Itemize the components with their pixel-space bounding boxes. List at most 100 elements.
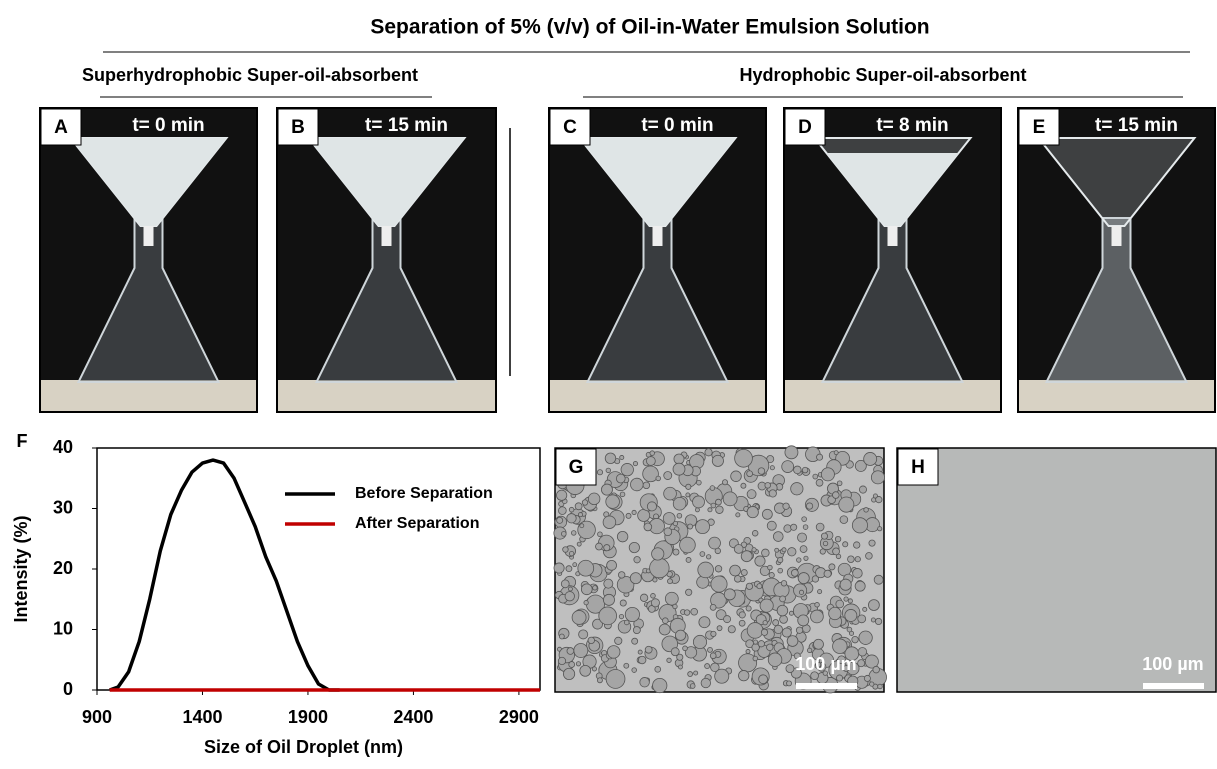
droplet <box>599 607 617 625</box>
droplet <box>569 551 573 555</box>
droplet <box>638 650 642 654</box>
droplet <box>567 514 576 523</box>
droplet <box>631 478 644 491</box>
droplet <box>863 607 867 611</box>
stem <box>888 226 898 246</box>
droplet <box>758 641 764 647</box>
droplet <box>686 557 691 562</box>
y-tick-label: 20 <box>53 558 73 578</box>
droplet <box>848 599 852 603</box>
droplet <box>643 482 650 489</box>
droplet <box>604 579 613 588</box>
droplet <box>567 648 574 655</box>
droplet <box>848 556 855 563</box>
droplet <box>821 468 834 481</box>
droplet <box>741 551 752 562</box>
droplet <box>858 615 866 623</box>
bench <box>278 380 495 411</box>
droplet <box>752 530 758 536</box>
droplet <box>580 665 591 676</box>
droplet <box>680 537 696 553</box>
droplet <box>576 662 580 666</box>
droplet <box>840 579 851 590</box>
droplet <box>645 646 652 653</box>
droplet <box>806 503 812 509</box>
droplet <box>715 499 721 505</box>
droplet <box>871 471 884 484</box>
droplet <box>656 476 661 481</box>
droplet <box>578 513 582 517</box>
droplet <box>671 648 679 656</box>
droplet <box>688 524 693 529</box>
droplet <box>601 484 612 495</box>
droplet <box>797 533 806 542</box>
droplet <box>858 660 865 667</box>
droplet <box>565 591 574 600</box>
droplet <box>563 668 574 679</box>
droplet <box>563 547 569 553</box>
droplet <box>573 563 577 567</box>
droplet <box>767 521 776 530</box>
droplet <box>588 493 600 505</box>
droplet <box>840 516 848 524</box>
droplet <box>762 549 770 557</box>
droplet <box>706 555 710 559</box>
droplet <box>616 474 625 483</box>
panel-label: D <box>798 117 812 138</box>
droplet <box>794 466 802 474</box>
droplet <box>659 624 670 635</box>
droplet <box>746 606 751 611</box>
droplet <box>664 487 677 500</box>
droplet <box>852 636 859 643</box>
droplet <box>685 589 691 595</box>
droplet <box>598 532 603 537</box>
droplet <box>875 618 881 624</box>
droplet <box>653 678 667 692</box>
droplet <box>652 548 664 560</box>
figure: Separation of 5% (v/v) of Oil-in-Water E… <box>0 0 1217 764</box>
droplet <box>878 527 882 531</box>
droplet <box>815 602 820 607</box>
droplet <box>813 639 823 649</box>
droplet <box>752 548 756 552</box>
droplet <box>746 583 752 589</box>
y-tick-label: 10 <box>53 618 73 638</box>
droplet <box>558 657 565 664</box>
droplet <box>554 563 564 573</box>
droplet <box>667 658 672 663</box>
droplet <box>715 669 729 683</box>
droplet <box>778 568 783 573</box>
droplet <box>818 590 822 594</box>
droplet <box>686 484 691 489</box>
droplet <box>711 576 727 592</box>
droplet <box>673 604 677 608</box>
droplet <box>844 597 848 601</box>
droplet <box>693 496 705 508</box>
droplet <box>665 592 678 605</box>
droplet <box>765 483 771 489</box>
droplet <box>724 616 731 623</box>
droplet <box>833 548 840 555</box>
droplet <box>690 684 695 689</box>
droplet <box>738 670 748 680</box>
figure-title: Separation of 5% (v/v) of Oil-in-Water E… <box>370 16 929 39</box>
droplet <box>780 615 788 623</box>
droplet <box>763 620 767 624</box>
droplet <box>588 637 594 643</box>
droplet <box>821 533 827 539</box>
droplet <box>558 507 566 515</box>
panel-label: A <box>54 117 68 138</box>
droplet <box>716 506 724 514</box>
droplet <box>561 532 566 537</box>
droplet <box>777 557 782 562</box>
droplet <box>557 517 563 523</box>
droplet <box>820 549 825 554</box>
stem <box>1112 226 1122 246</box>
stem <box>144 226 154 246</box>
droplet <box>835 536 841 542</box>
droplet <box>619 614 623 618</box>
droplet <box>577 542 581 546</box>
droplet <box>578 560 594 576</box>
stem <box>653 226 663 246</box>
droplet <box>798 573 809 584</box>
